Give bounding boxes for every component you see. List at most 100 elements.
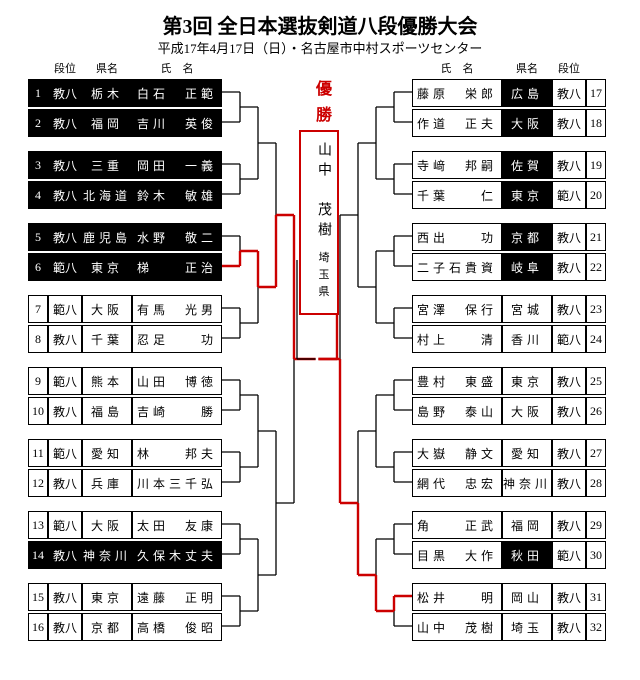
entry-pref: 京都 (502, 223, 552, 251)
entry-pref: 岡山 (502, 583, 552, 611)
entry-num: 8 (28, 325, 48, 353)
tournament-subtitle: 平成17年4月17日（日）・名古屋市中村スポーツセンター (0, 38, 640, 57)
entry-num: 14 (28, 541, 48, 569)
entry-num: 20 (586, 181, 606, 209)
entry-pref: 大阪 (502, 109, 552, 137)
left-entry: 8教八千葉忍足 功 (28, 324, 222, 354)
entry-num: 9 (28, 367, 48, 395)
entry-num: 32 (586, 613, 606, 641)
entry-pref: 熊本 (82, 367, 132, 395)
entry-name: 二子石貴資 (412, 253, 502, 281)
right-entry: 大嶽 静文愛知教八27 (412, 438, 606, 468)
entry-num: 18 (586, 109, 606, 137)
left-entry: 9範八熊本山田 博徳 (28, 366, 222, 396)
left-entry: 12教八兵庫川本三千弘 (28, 468, 222, 498)
entry-num: 26 (586, 397, 606, 425)
entry-pref: 大阪 (502, 397, 552, 425)
entry-dan: 教八 (48, 583, 82, 611)
entry-num: 6 (28, 253, 48, 281)
entry-dan: 教八 (552, 367, 586, 395)
entry-num: 25 (586, 367, 606, 395)
entry-num: 30 (586, 541, 606, 569)
entry-dan: 範八 (552, 181, 586, 209)
entry-dan: 教八 (552, 397, 586, 425)
entry-dan: 教八 (552, 79, 586, 107)
entry-pref: 神奈川 (502, 469, 552, 497)
entry-name: 川本三千弘 (132, 469, 222, 497)
entry-dan: 教八 (552, 253, 586, 281)
entry-name: 梯 正治 (132, 253, 222, 281)
entry-pref: 東京 (82, 253, 132, 281)
entry-name: 水野 敬二 (132, 223, 222, 251)
entry-dan: 教八 (552, 223, 586, 251)
entry-num: 22 (586, 253, 606, 281)
tournament-title: 第3回 全日本選抜剣道八段優勝大会 (0, 10, 640, 39)
winner-name: 山中 茂樹 (316, 142, 331, 242)
entry-dan: 範八 (48, 367, 82, 395)
entry-pref: 愛知 (82, 439, 132, 467)
entry-dan: 教八 (48, 223, 82, 251)
right-entry: 二子石貴資岐阜教八22 (412, 252, 606, 282)
entry-num: 1 (28, 79, 48, 107)
entry-name: 宮澤 保行 (412, 295, 502, 323)
entry-num: 10 (28, 397, 48, 425)
entry-pref: 広島 (502, 79, 552, 107)
entry-name: 寺﨑 邦嗣 (412, 151, 502, 179)
left-entry: 13範八大阪太田 友康 (28, 510, 222, 540)
entry-num: 19 (586, 151, 606, 179)
entry-pref: 京都 (82, 613, 132, 641)
winner-box: 山中 茂樹 埼玉県 (299, 130, 339, 315)
entry-num: 7 (28, 295, 48, 323)
entry-dan: 教八 (48, 109, 82, 137)
right-entry: 目黒 大作秋田範八30 (412, 540, 606, 570)
entry-dan: 教八 (552, 613, 586, 641)
entry-dan: 教八 (48, 541, 82, 569)
entry-dan: 教八 (552, 511, 586, 539)
entry-dan: 教八 (48, 469, 82, 497)
right-entry: 角 正武福岡教八29 (412, 510, 606, 540)
left-entry: 16教八京都高橋 俊昭 (28, 612, 222, 642)
entry-name: 藤原 栄郎 (412, 79, 502, 107)
entry-num: 4 (28, 181, 48, 209)
right-entry: 千葉 仁東京範八20 (412, 180, 606, 210)
entry-name: 千葉 仁 (412, 181, 502, 209)
entry-pref: 宮城 (502, 295, 552, 323)
winner-pref: 埼玉県 (317, 252, 329, 303)
entry-dan: 教八 (48, 397, 82, 425)
entry-name: 網代 忠宏 (412, 469, 502, 497)
left-entry: 4教八北海道鈴木 敏雄 (28, 180, 222, 210)
entry-name: 山田 博徳 (132, 367, 222, 395)
entry-name: 村上 清 (412, 325, 502, 353)
entry-pref: 東京 (82, 583, 132, 611)
right-entry: 宮澤 保行宮城教八23 (412, 294, 606, 324)
entry-name: 忍足 功 (132, 325, 222, 353)
entry-name: 大嶽 静文 (412, 439, 502, 467)
entry-name: 岡田 一義 (132, 151, 222, 179)
entry-num: 17 (586, 79, 606, 107)
entry-dan: 範八 (552, 541, 586, 569)
entry-pref: 秋田 (502, 541, 552, 569)
entry-pref: 栃木 (82, 79, 132, 107)
winner-label: 優勝 (309, 80, 333, 132)
entry-num: 23 (586, 295, 606, 323)
entry-num: 5 (28, 223, 48, 251)
left-entry: 10教八福島吉崎 勝 (28, 396, 222, 426)
entry-dan: 範八 (552, 325, 586, 353)
left-entry: 1教八栃木白石 正範 (28, 78, 222, 108)
right-entry: 村上 清香川範八24 (412, 324, 606, 354)
entry-name: 吉崎 勝 (132, 397, 222, 425)
entry-name: 遠藤 正明 (132, 583, 222, 611)
entry-name: 豊村 東盛 (412, 367, 502, 395)
entry-pref: 東京 (502, 367, 552, 395)
left-entry: 15教八東京遠藤 正明 (28, 582, 222, 612)
entry-dan: 範八 (48, 511, 82, 539)
entry-num: 3 (28, 151, 48, 179)
entry-num: 15 (28, 583, 48, 611)
left-entry: 7範八大阪有馬 光男 (28, 294, 222, 324)
entry-pref: 岐阜 (502, 253, 552, 281)
entry-pref: 大阪 (82, 511, 132, 539)
entry-name: 西出 功 (412, 223, 502, 251)
entry-dan: 範八 (48, 439, 82, 467)
left-entry: 3教八三重岡田 一義 (28, 150, 222, 180)
entry-pref: 佐賀 (502, 151, 552, 179)
